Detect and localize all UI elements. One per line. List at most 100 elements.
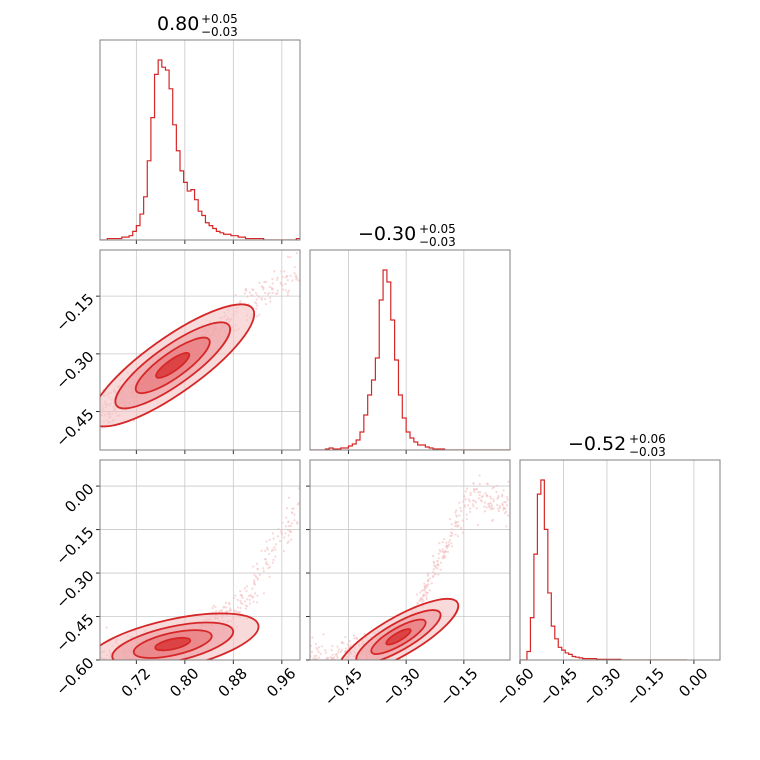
scatter-point (445, 544, 448, 547)
scatter-point (336, 645, 339, 648)
scatter-point (284, 532, 287, 535)
scatter-point (439, 561, 443, 564)
scatter-point (138, 662, 140, 664)
scatter-point (224, 601, 228, 604)
scatter-point (450, 545, 454, 548)
scatter-point (283, 270, 286, 273)
scatter-point (503, 501, 506, 504)
scatter-point (313, 672, 315, 674)
scatter-point (272, 558, 275, 561)
scatter-point (321, 669, 323, 671)
scatter-point (425, 584, 428, 587)
scatter-point (319, 652, 322, 656)
y-tick-label-param-2: 0.00 (61, 480, 97, 516)
scatter-point (420, 589, 423, 592)
scatter-point (252, 600, 255, 603)
scatter-point (430, 582, 433, 585)
x-tick-label-param-0: 0.72 (118, 664, 154, 700)
scatter-point (465, 518, 468, 521)
scatter-point (320, 645, 324, 648)
scatter-point (239, 599, 242, 602)
scatter-point (105, 626, 108, 629)
scatter-point (253, 583, 257, 586)
scatter-point (325, 662, 327, 664)
scatter-point (331, 653, 334, 656)
scatter-point (107, 668, 109, 670)
scatter-point (301, 475, 303, 477)
scatter-point (263, 297, 267, 301)
scatter-point (312, 657, 315, 660)
scatter-point (262, 567, 265, 570)
scatter-point (329, 671, 331, 673)
scatter-point (432, 568, 435, 571)
scatter-point (286, 528, 290, 532)
scatter-point (248, 291, 251, 294)
scatter-point (246, 605, 249, 608)
scatter-point (252, 565, 255, 568)
scatter-point (251, 587, 254, 590)
scatter-point (271, 548, 274, 551)
scatter-point (264, 280, 267, 283)
scatter-point (308, 662, 310, 664)
scatter-point (287, 524, 291, 528)
scatter-point (423, 588, 426, 591)
y-tick-labels: −0.45−0.30−0.15−0.60−0.45−0.30−0.150.00 (52, 290, 97, 699)
scatter-point (256, 568, 259, 571)
title-param-1-main: −0.30 (358, 223, 416, 245)
scatter-point (107, 677, 109, 679)
scatter-point (498, 504, 501, 508)
scatter-point (299, 244, 301, 246)
histogram-step-param-1 (310, 269, 510, 450)
scatter-point (243, 600, 247, 603)
y-tick-label-param-1: −0.30 (52, 348, 97, 393)
scatter-point (439, 568, 442, 571)
x-tick-label-param-2: −0.30 (579, 664, 624, 709)
scatter-point (313, 667, 315, 669)
scatter-point (432, 571, 435, 574)
scatter-point (222, 606, 225, 609)
scatter-point (441, 541, 444, 544)
scatter-point (458, 514, 461, 517)
scatter-point (315, 654, 318, 657)
scatter-point (450, 528, 453, 531)
scatter-point (490, 504, 494, 507)
scatter-point (288, 529, 291, 532)
scatter-point (463, 505, 466, 508)
scatter-point (313, 669, 315, 671)
scatter-point (109, 673, 111, 675)
scatter-point (445, 546, 449, 550)
scatter-point (227, 602, 231, 605)
title-param-0-sup: +0.05 (201, 12, 238, 26)
scatter-point (423, 585, 426, 588)
scatter-point (108, 663, 110, 665)
y-tick-label-param-2: −0.45 (52, 610, 97, 655)
scatter-point (276, 278, 279, 282)
scatter-point (265, 540, 268, 543)
x-tick-labels: 0.72 0.80 0.88 0.96 −0.45 −0.30 −0.15 −0.60−0.4… (118, 664, 712, 709)
scatter-point (268, 538, 271, 541)
scatter-point (349, 644, 352, 647)
scatter-panel-p0-p2 (95, 459, 303, 687)
scatter-point (333, 666, 335, 668)
scatter-point (317, 650, 320, 654)
scatter-point (280, 531, 283, 534)
scatter-point (445, 541, 448, 544)
scatter-point (266, 293, 269, 296)
scatter-point (447, 543, 451, 546)
scatter-point (244, 287, 247, 290)
title-param-2-sub: −0.03 (629, 445, 666, 459)
scatter-point (293, 519, 296, 522)
scatter-point (97, 415, 99, 417)
scatter-point (454, 511, 457, 514)
scatter-point (342, 642, 345, 645)
scatter-point (357, 663, 359, 665)
scatter-point (434, 573, 437, 576)
scatter-point (211, 606, 214, 610)
scatter-point (128, 660, 130, 662)
scatter-point (422, 599, 425, 603)
scatter-point (95, 685, 97, 687)
scatter-point (497, 509, 501, 513)
scatter-point (327, 683, 329, 685)
scatter-point (100, 675, 102, 677)
scatter-point (322, 681, 324, 683)
